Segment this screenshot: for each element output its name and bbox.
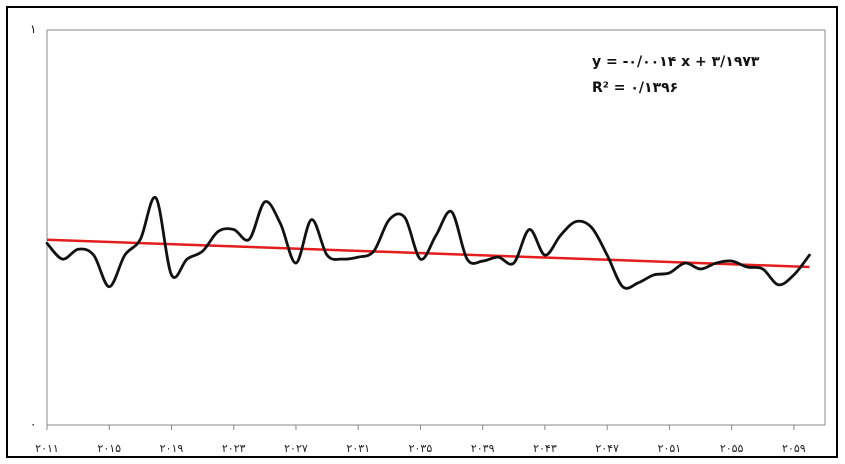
x-tick-label: ۲۰۵۱: [658, 442, 682, 455]
y-tick-label-top: ۱: [30, 22, 36, 36]
data-series-line: [45, 196, 811, 290]
chart-frame: [6, 6, 838, 458]
x-tick-label: ۲۰۴۷: [595, 442, 619, 455]
x-tick-label: ۲۰۲۷: [284, 442, 308, 455]
regression-equation: y = -۰/۰۰۱۴ x + ۳/۱۹۷۳: [592, 54, 760, 70]
x-tick-label: ۲۰۵۹: [782, 442, 806, 455]
x-tick-label: ۲۰۱۹: [160, 442, 184, 455]
x-tick-label: ۲۰۲۳: [222, 442, 246, 455]
x-tick-label: ۲۰۱۵: [97, 442, 121, 455]
x-tick-label: ۲۰۴۳: [533, 442, 557, 455]
r-squared-label: R² = ۰/۱۳۹۶: [592, 80, 678, 96]
y-tick-label-bottom: ۰: [30, 417, 36, 431]
x-tick-label: ۲۰۳۵: [409, 442, 433, 455]
x-tick-label: ۲۰۱۱: [35, 442, 59, 455]
x-tick-label: ۲۰۳۹: [471, 442, 495, 455]
x-ticks: ۲۰۱۱ ۲۰۱۵ ۲۰۱۹ ۲۰۲۳ ۲۰۲۷ ۲۰۳۱ ۲۰۳۵ ۲۰۳۹ ۲۰۴۳ ۲۰۴۷…: [35, 425, 806, 455]
x-tick-label: ۲۰۳۱: [346, 442, 370, 455]
x-tick-label: ۲۰۵۵: [720, 442, 744, 455]
